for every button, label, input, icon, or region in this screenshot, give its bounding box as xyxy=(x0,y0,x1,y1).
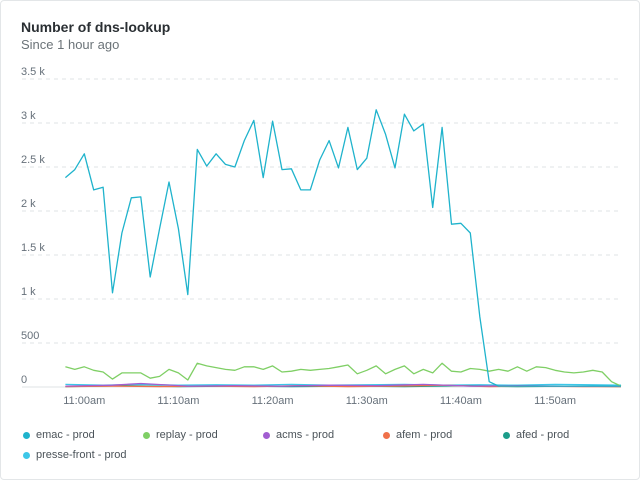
legend-item-presse-front-prod[interactable]: presse-front - prod xyxy=(23,447,143,463)
y-tick-label: 3.5 k xyxy=(21,66,45,78)
x-tick-label: 11:20am xyxy=(252,395,294,407)
series-line-emac-prod xyxy=(64,109,621,387)
x-tick-label: 11:30am xyxy=(346,395,388,407)
chart-title: Number of dns-lookup xyxy=(21,19,171,35)
y-tick-label: 500 xyxy=(21,330,39,342)
x-tick-label: 11:00am xyxy=(63,395,105,407)
legend-dot-icon xyxy=(503,431,510,439)
legend-label: afed - prod xyxy=(516,429,570,441)
x-tick-label: 11:50am xyxy=(534,395,576,407)
legend-label: acms - prod xyxy=(276,429,335,441)
legend-item-acms-prod[interactable]: acms - prod xyxy=(263,427,383,443)
x-tick-label: 11:10am xyxy=(157,395,199,407)
legend-label: afem - prod xyxy=(396,429,453,441)
legend-dot-icon xyxy=(143,431,150,439)
chart-subtitle: Since 1 hour ago xyxy=(21,37,120,52)
legend-dot-icon xyxy=(263,431,270,439)
legend-label: replay - prod xyxy=(156,429,218,441)
y-tick-label: 1 k xyxy=(21,286,36,298)
y-tick-label: 1.5 k xyxy=(21,242,45,254)
series-line-replay-prod xyxy=(65,362,622,387)
x-tick-label: 11:40am xyxy=(440,395,482,407)
legend-dot-icon xyxy=(23,451,30,459)
y-tick-label: 0 xyxy=(21,374,27,386)
legend-item-replay-prod[interactable]: replay - prod xyxy=(143,427,263,443)
legend-label: presse-front - prod xyxy=(36,449,127,461)
y-tick-label: 3 k xyxy=(21,110,36,122)
legend-dot-icon xyxy=(383,431,390,439)
chart-legend: emac - prod replay - prod acms - prod afem … xyxy=(23,427,623,463)
legend-label: emac - prod xyxy=(36,429,95,441)
legend-item-emac-prod[interactable]: emac - prod xyxy=(23,427,143,443)
y-tick-label: 2 k xyxy=(21,198,36,210)
legend-item-afed-prod[interactable]: afed - prod xyxy=(503,427,623,443)
legend-item-afem-prod[interactable]: afem - prod xyxy=(383,427,503,443)
legend-dot-icon xyxy=(23,431,30,439)
line-chart[interactable]: 0 500 1 k 1.5 k 2 k 2.5 k 3 k 3.5 k 11:00am 11:10… xyxy=(1,61,640,411)
y-tick-label: 2.5 k xyxy=(21,154,45,166)
